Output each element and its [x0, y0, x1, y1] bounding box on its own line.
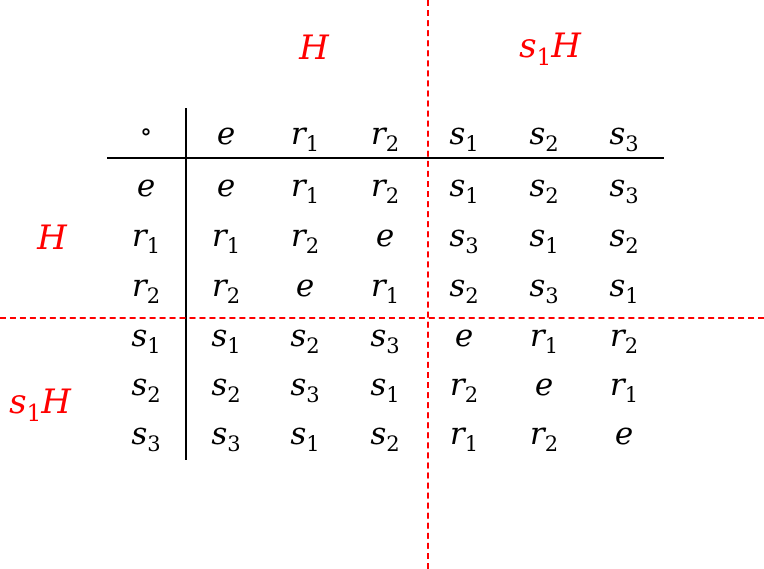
table-cell: r2 — [370, 168, 400, 208]
table-cell: s1 — [609, 268, 639, 308]
table-cell: e — [454, 318, 474, 354]
table-cell: s3 — [370, 318, 400, 358]
table-cell: s2 — [290, 318, 320, 358]
table-cell: e — [614, 416, 634, 452]
table-cell: s1 — [449, 168, 479, 208]
label-left-top-coset: H — [37, 218, 67, 258]
label-left-bottom-coset: s1H — [9, 382, 71, 427]
table-cell: r2 — [211, 268, 241, 308]
column-header: s1 — [449, 116, 479, 156]
table-cell: e — [375, 218, 395, 254]
table-cell: s3 — [529, 268, 559, 308]
table-cell: e — [295, 268, 315, 304]
row-header: r2 — [131, 268, 161, 308]
table-cell: r2 — [529, 416, 559, 456]
table-cell: s3 — [290, 367, 320, 407]
table-cell: s2 — [529, 168, 559, 208]
label-top-left-coset: H — [299, 28, 329, 68]
coset-divider-vertical — [427, 0, 429, 569]
table-cell: r1 — [290, 168, 320, 208]
table-cell: s3 — [211, 416, 241, 456]
row-header-rule — [185, 108, 187, 460]
table-cell: r1 — [529, 318, 559, 358]
column-header: s2 — [529, 116, 559, 156]
table-cell: r2 — [609, 318, 639, 358]
table-cell: s1 — [290, 416, 320, 456]
table-cell: r1 — [211, 218, 241, 258]
table-cell: s3 — [449, 218, 479, 258]
header-rule — [107, 157, 664, 159]
table-cell: s1 — [211, 318, 241, 358]
column-header: r1 — [290, 116, 320, 156]
row-header: s2 — [131, 367, 161, 407]
table-cell: e — [534, 367, 554, 403]
coset-divider-horizontal — [0, 317, 764, 319]
table-cell: s2 — [370, 416, 400, 456]
operation-symbol: ∘ — [139, 117, 153, 147]
table-cell: r1 — [609, 367, 639, 407]
table-cell: s2 — [211, 367, 241, 407]
table-cell: e — [216, 168, 236, 204]
table-cell: s2 — [449, 268, 479, 308]
column-header: s3 — [609, 116, 639, 156]
column-header: e — [216, 116, 236, 152]
label-top-right-coset: s1H — [519, 26, 581, 71]
table-cell: s2 — [609, 218, 639, 258]
column-header: r2 — [370, 116, 400, 156]
table-cell: s1 — [529, 218, 559, 258]
table-cell: s3 — [609, 168, 639, 208]
row-header: s1 — [131, 318, 161, 358]
row-header: s3 — [131, 416, 161, 456]
table-cell: r2 — [449, 367, 479, 407]
row-header: r1 — [131, 218, 161, 258]
table-cell: r1 — [449, 416, 479, 456]
row-header: e — [136, 168, 156, 204]
table-cell: r2 — [290, 218, 320, 258]
table-cell: s1 — [370, 367, 400, 407]
table-cell: r1 — [370, 268, 400, 308]
